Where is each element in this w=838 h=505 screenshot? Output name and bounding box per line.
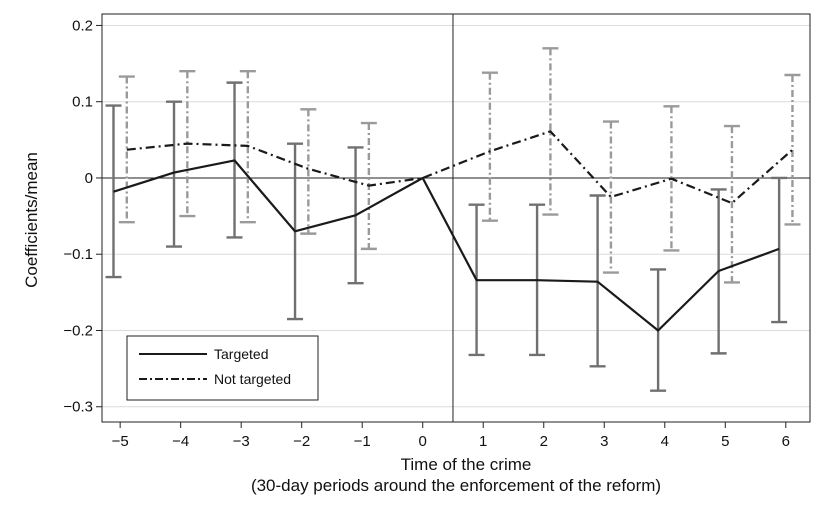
y-axis: 0.2 0.1 0 −0.1 −0.2 −0.3 <box>63 17 102 416</box>
legend-label-targeted: Targeted <box>214 346 268 362</box>
x-axis-sublabel: (30-day periods around the enforcement o… <box>251 476 661 495</box>
y-tick-label: 0.2 <box>72 17 93 34</box>
x-tick-label: 6 <box>782 433 790 450</box>
x-tick-label: −3 <box>233 433 250 450</box>
series-line-targeted <box>113 159 780 332</box>
legend-box <box>126 335 319 401</box>
x-tick-label: −2 <box>293 433 310 450</box>
x-tick-label: 2 <box>540 433 548 450</box>
x-tick-label: −1 <box>354 433 371 450</box>
x-axis-label: Time of the crime <box>401 455 532 474</box>
y-tick-label: −0.3 <box>63 399 93 416</box>
gridlines <box>102 14 810 422</box>
legend-label-not-targeted: Not targeted <box>214 371 291 387</box>
error-bars <box>105 47 801 392</box>
x-tick-label: 4 <box>661 433 669 450</box>
x-tick-label: 1 <box>479 433 487 450</box>
x-tick-label: −5 <box>112 433 129 450</box>
y-tick-label: −0.2 <box>63 322 93 339</box>
x-axis: −5 −4 −3 −2 −1 0 1 2 3 4 5 6 <box>112 422 790 450</box>
series-line-not-targeted <box>126 130 794 205</box>
plot-frame <box>101 13 811 423</box>
x-tick-label: −4 <box>172 433 189 450</box>
y-tick-label: −0.1 <box>63 246 93 263</box>
x-tick-label: 5 <box>721 433 729 450</box>
x-tick-label: 3 <box>600 433 608 450</box>
y-axis-label: Coefficients/mean <box>22 152 41 288</box>
y-tick-label: 0.1 <box>72 94 93 111</box>
series-lines <box>113 130 794 332</box>
x-tick-label: 0 <box>419 433 427 450</box>
y-tick-label: 0 <box>85 170 93 187</box>
legend: Targeted Not targeted <box>126 335 319 401</box>
